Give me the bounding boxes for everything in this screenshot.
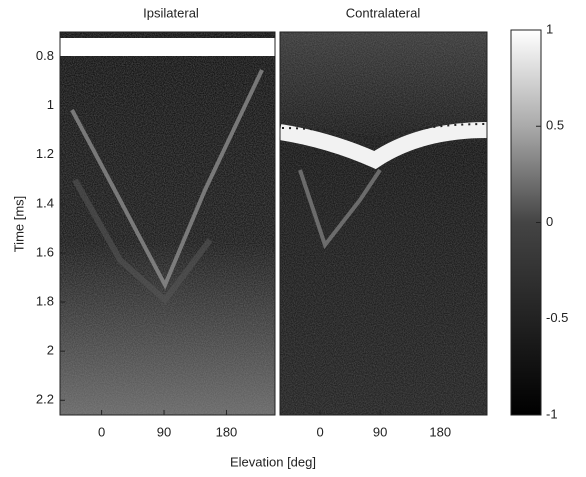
- y-tick-label: 1.8: [36, 294, 54, 309]
- y-tick-label: 1: [47, 97, 54, 112]
- y-tick-label: 1.6: [36, 244, 54, 259]
- colorbar-tick-label: 0: [546, 214, 553, 229]
- y-tick-label: 1.2: [36, 146, 54, 161]
- x-tick-label: 180: [216, 424, 238, 439]
- x-tick-label: 180: [429, 424, 451, 439]
- y-tick-label: 2: [47, 343, 54, 358]
- colorbar-tick-label: 0.5: [546, 118, 564, 133]
- x-tick-label: 0: [316, 424, 323, 439]
- y-tick-label: 0.8: [36, 48, 54, 63]
- x-tick-label: 90: [373, 424, 387, 439]
- colorbar-tick-label: -1: [546, 406, 558, 421]
- y-axis-label: Time [ms]: [11, 196, 26, 253]
- x-tick-label: 0: [98, 424, 105, 439]
- panel-title: Contralateral: [346, 5, 421, 20]
- y-tick-label: 1.4: [36, 195, 54, 210]
- colorbar-tick-label: -0.5: [546, 310, 568, 325]
- panel-frame: [279, 31, 488, 416]
- panel-image: [60, 29, 542, 416]
- colorbar-tick-label: 1: [546, 21, 553, 36]
- x-axis-label: Elevation [deg]: [230, 454, 316, 469]
- panel-title: Ipsilateral: [143, 5, 199, 20]
- x-tick-label: 90: [157, 424, 171, 439]
- panel-frame: [59, 31, 276, 416]
- y-tick-label: 2.2: [36, 392, 54, 407]
